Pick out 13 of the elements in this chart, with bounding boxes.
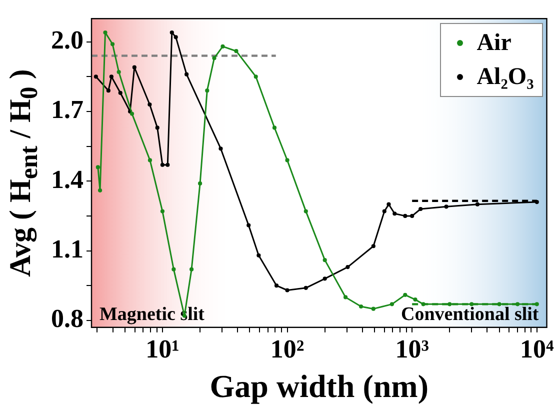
legend-label: Al₂O₃ bbox=[476, 62, 534, 92]
x-tick-label: 10⁴ bbox=[520, 334, 554, 364]
x-axis-title: Gap width (nm) bbox=[210, 368, 428, 404]
x-tick-label: 10³ bbox=[395, 334, 430, 364]
x-tick-label: 10¹ bbox=[146, 334, 180, 364]
band-label: Conventional slit bbox=[400, 304, 540, 325]
y-tick-label: 0.8 bbox=[51, 304, 84, 334]
y-tick-label: 1.1 bbox=[51, 234, 84, 264]
y-tick-label: 2.0 bbox=[51, 26, 84, 55]
y-tick-label: 1.7 bbox=[51, 95, 84, 124]
legend-label: Air bbox=[476, 28, 512, 58]
y-tick-label: 1.4 bbox=[51, 164, 84, 194]
x-tick-label: 10² bbox=[270, 334, 304, 364]
